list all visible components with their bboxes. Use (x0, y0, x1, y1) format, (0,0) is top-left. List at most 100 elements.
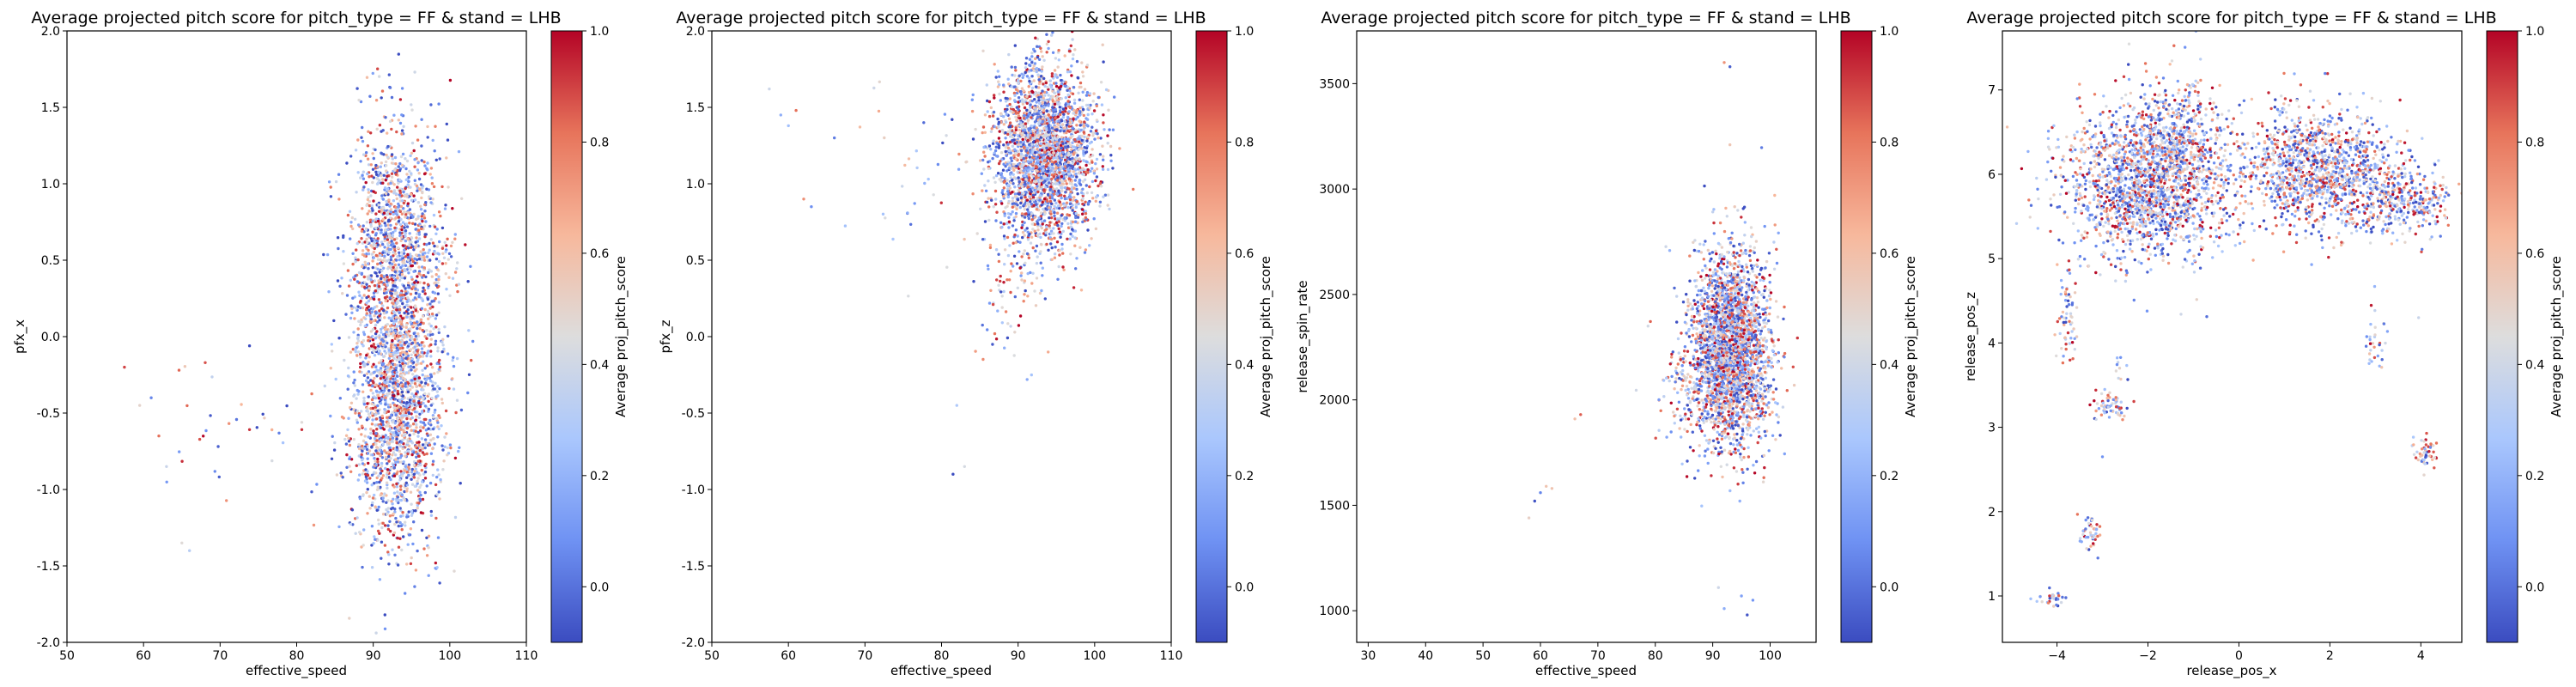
scatter-point (372, 243, 375, 246)
scatter-point (402, 260, 405, 264)
scatter-point (1066, 142, 1070, 145)
scatter-point (416, 482, 419, 485)
scatter-point (369, 244, 373, 247)
scatter-point (1049, 242, 1053, 246)
scatter-point (379, 485, 382, 489)
scatter-point (424, 201, 428, 204)
scatter-point (427, 546, 430, 550)
scatter-point (429, 350, 433, 353)
scatter-point (376, 529, 380, 533)
scatter-point (349, 278, 352, 282)
scatter-point (367, 262, 370, 265)
scatter-point (397, 165, 400, 168)
scatter-point (374, 442, 378, 446)
scatter-point (1004, 149, 1007, 154)
scatter-point (1098, 153, 1103, 156)
scatter-point (394, 366, 398, 370)
scatter-point (420, 258, 423, 262)
scatter-point (1094, 161, 1097, 166)
scatter-point (1071, 165, 1075, 168)
scatter-point (412, 331, 416, 336)
scatter-point (1065, 201, 1069, 204)
scatter-point (413, 198, 417, 202)
scatter-point (376, 393, 380, 398)
scatter-point (401, 385, 404, 388)
scatter-point (392, 231, 395, 234)
scatter-point (1063, 219, 1067, 222)
scatter-point (377, 397, 381, 400)
scatter-point (1016, 124, 1020, 128)
scatter-point (138, 404, 142, 407)
scatter-point (420, 307, 423, 310)
scatter-point (1047, 248, 1050, 252)
scatter-point (1040, 226, 1044, 230)
scatter-point (371, 380, 374, 383)
scatter-point (414, 324, 417, 327)
scatter-point (402, 207, 405, 210)
scatter-point (362, 316, 366, 319)
scatter-point (355, 307, 358, 310)
scatter-point (408, 398, 412, 402)
scatter-point (1041, 266, 1045, 270)
scatter-point (375, 374, 379, 378)
scatter-point (358, 370, 361, 374)
scatter-point (412, 194, 416, 198)
scatter-point (379, 445, 383, 449)
scatter-point (1006, 187, 1010, 191)
scatter-point (410, 441, 414, 445)
scatter-point (427, 350, 430, 353)
scatter-point (464, 243, 467, 246)
scatter-point (416, 201, 421, 204)
scatter-point (392, 389, 397, 392)
scatter-point (369, 194, 373, 198)
scatter-point (423, 367, 427, 370)
scatter-point (381, 304, 385, 307)
scatter-point (402, 460, 405, 464)
scatter-point (455, 267, 459, 271)
scatter-point (378, 271, 381, 274)
scatter-point (386, 244, 391, 247)
scatter-point (401, 511, 404, 514)
scatter-point (1085, 124, 1089, 127)
scatter-point (380, 274, 383, 277)
scatter-point (393, 289, 397, 292)
scatter-point (1002, 143, 1005, 147)
scatter-point (374, 337, 378, 340)
scatter-point (386, 210, 390, 214)
scatter-point (355, 87, 359, 90)
scatter-point (400, 163, 404, 167)
scatter-point (416, 379, 420, 383)
scatter-point (1024, 57, 1029, 60)
scatter-point (373, 295, 376, 299)
scatter-point (396, 495, 400, 499)
scatter-point (388, 424, 392, 429)
scatter-point (393, 363, 397, 367)
scatter-point (434, 416, 439, 420)
y-tick-label: -0.5 (37, 407, 60, 421)
scatter-point (396, 299, 399, 302)
scatter-point (428, 241, 431, 246)
scatter-point (420, 528, 424, 532)
scatter-point (418, 355, 422, 358)
scatter-point (409, 154, 412, 158)
scatter-point (433, 291, 437, 295)
scatter-point (387, 349, 392, 352)
scatter-point (441, 448, 445, 452)
scatter-point (376, 404, 380, 408)
scatter-point (1002, 162, 1005, 166)
scatter-point (366, 473, 370, 477)
scatter-point (371, 230, 374, 234)
scatter-point (351, 348, 355, 351)
scatter-point (374, 271, 378, 275)
scatter-point (418, 497, 422, 501)
scatter-point (361, 139, 365, 143)
scatter-point (451, 358, 454, 362)
scatter-point (347, 366, 350, 370)
scatter-point (334, 179, 338, 184)
scatter-point (376, 457, 380, 461)
scatter-point (1101, 165, 1105, 168)
scatter-point (354, 256, 357, 259)
scatter-point (423, 446, 427, 450)
scatter-point (1004, 100, 1008, 103)
scatter-point (999, 172, 1004, 175)
